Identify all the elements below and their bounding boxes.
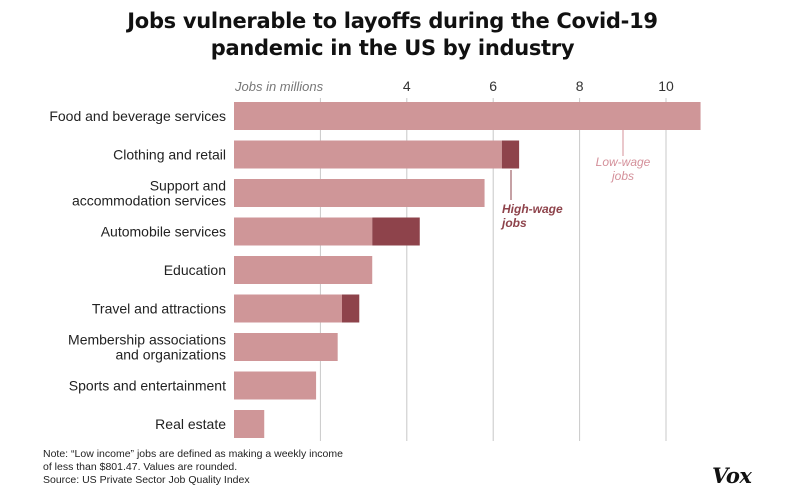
bar-low-wage — [234, 140, 502, 169]
category-label: Sports and entertainment — [69, 378, 226, 394]
note-line-1: Note: “Low income” jobs are defined as m… — [43, 448, 343, 460]
source-line: Source: US Private Sector Job Quality In… — [43, 474, 250, 486]
bar-low-wage — [234, 256, 373, 284]
vox-logo: Vox — [712, 463, 752, 488]
x-tick-label: 4 — [403, 78, 411, 94]
category-label: Food and beverage services — [49, 108, 226, 124]
category-label: Clothing and retail — [113, 147, 226, 163]
high-wage-annotation: High-wage — [502, 202, 563, 216]
bar-low-wage — [234, 102, 701, 130]
category-label: Membership associations — [68, 332, 226, 348]
x-tick-label: 6 — [489, 78, 497, 94]
footnote: Note: “Low income” jobs are defined as m… — [43, 448, 343, 487]
chart-title: Jobs vulnerable to layoffs during the Co… — [0, 8, 785, 62]
bar-high-wage — [342, 294, 360, 323]
chart-title-line-1: Jobs vulnerable to layoffs during the Co… — [127, 9, 658, 33]
category-label: Support and — [150, 178, 226, 194]
category-label: Travel and attractions — [92, 301, 226, 317]
bar-low-wage — [234, 410, 265, 438]
low-wage-annotation: Low-wage — [596, 155, 651, 169]
axis-ticks: 4 6 8 10 Jobs in millions — [234, 78, 674, 94]
category-label: and organizations — [115, 347, 226, 363]
x-tick-label: 10 — [658, 78, 674, 94]
bar-high-wage — [372, 217, 420, 246]
low-wage-annotation: jobs — [610, 169, 634, 183]
chart-title-line-2: pandemic in the US by industry — [210, 36, 575, 60]
x-tick-label: 8 — [576, 78, 584, 94]
axis-label: Jobs in millions — [234, 79, 324, 94]
bar-high-wage — [501, 140, 520, 169]
bar-low-wage — [234, 294, 342, 323]
note-line-2: of less than $801.47. Values are rounded… — [43, 461, 238, 473]
category-label: Real estate — [155, 416, 226, 432]
category-label: accommodation services — [72, 193, 226, 209]
bar-low-wage — [234, 371, 317, 400]
bar-low-wage — [234, 333, 338, 361]
bar-low-wage — [234, 217, 373, 246]
category-labels: Food and beverage services Clothing and r… — [49, 108, 226, 432]
high-wage-annotation: jobs — [500, 216, 527, 230]
category-label: Automobile services — [101, 224, 226, 240]
category-label: Education — [164, 262, 226, 278]
bars — [234, 102, 701, 438]
bar-low-wage — [234, 179, 485, 207]
